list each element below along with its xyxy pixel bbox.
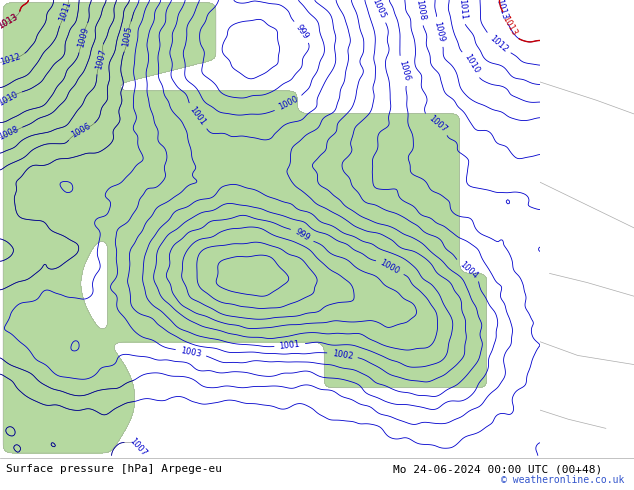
Text: 1013: 1013 [500, 15, 519, 38]
Text: Mo 24-06-2024 00:00 UTC (00+48): Mo 24-06-2024 00:00 UTC (00+48) [393, 465, 602, 474]
Text: 1008: 1008 [0, 125, 20, 142]
Text: 1000: 1000 [378, 258, 401, 276]
Text: 1004: 1004 [458, 260, 479, 280]
Text: 1012: 1012 [0, 52, 22, 67]
Text: 1003: 1003 [179, 346, 202, 359]
Text: 1012: 1012 [488, 33, 509, 54]
Text: © weatheronline.co.uk: © weatheronline.co.uk [501, 475, 624, 485]
Text: 1007: 1007 [426, 113, 448, 134]
Text: 1006: 1006 [397, 59, 411, 82]
Text: 1007: 1007 [127, 437, 148, 458]
Text: 1007: 1007 [94, 48, 108, 71]
Text: 1008: 1008 [413, 0, 426, 22]
Text: 1013: 1013 [0, 12, 20, 31]
Text: 1001: 1001 [188, 105, 207, 127]
Text: 1010: 1010 [463, 52, 481, 75]
Text: 1002: 1002 [332, 349, 354, 361]
Text: 1011: 1011 [457, 0, 468, 20]
Text: 999: 999 [293, 227, 311, 243]
Text: 1013: 1013 [0, 12, 20, 31]
Text: 1005: 1005 [122, 25, 134, 48]
Text: 1005: 1005 [371, 0, 387, 20]
Text: Surface pressure [hPa] Arpege-eu: Surface pressure [hPa] Arpege-eu [6, 465, 223, 474]
Text: 1006: 1006 [70, 122, 93, 140]
Text: 1010: 1010 [0, 90, 20, 108]
Text: 1013: 1013 [494, 0, 509, 21]
Text: 1009: 1009 [76, 26, 90, 49]
Text: 1009: 1009 [432, 21, 446, 43]
Text: 1001: 1001 [279, 339, 301, 351]
Text: 999: 999 [294, 23, 310, 41]
Text: 1011: 1011 [58, 0, 73, 23]
Text: 1000: 1000 [277, 95, 300, 112]
